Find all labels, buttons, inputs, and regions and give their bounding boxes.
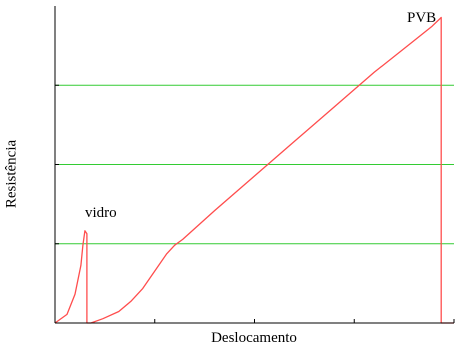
- annotation-vidro: vidro: [85, 205, 117, 221]
- reference-lines: [55, 84, 454, 245]
- series-line-1: [54, 16, 454, 324]
- annotation-pvb: PVB: [407, 10, 437, 26]
- series-layer: [54, 16, 454, 324]
- x-axis-label: Deslocamento: [211, 330, 297, 346]
- y-axis-label: Resistência: [3, 139, 20, 209]
- axes: [54, 6, 455, 324]
